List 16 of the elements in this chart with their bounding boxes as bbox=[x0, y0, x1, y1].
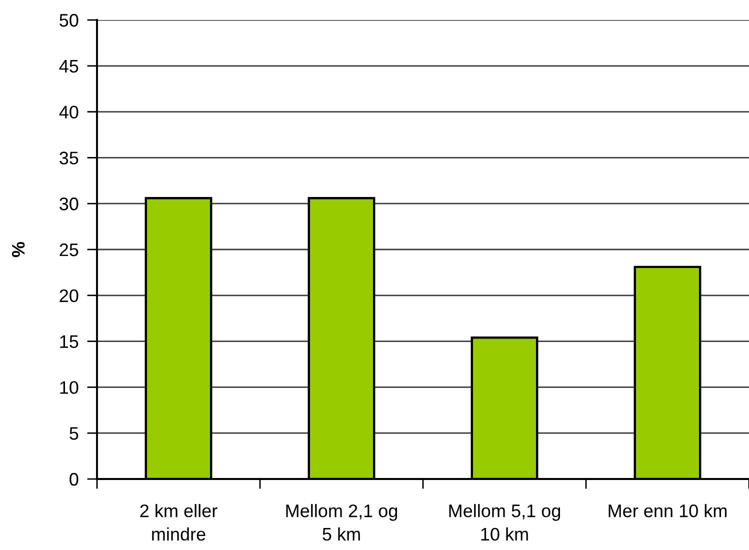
x-tick-label: Mer enn 10 km bbox=[608, 504, 727, 518]
y-tick-label: 10 bbox=[60, 381, 78, 394]
y-axis-title: % bbox=[12, 242, 25, 258]
y-tick-label: 40 bbox=[59, 106, 78, 119]
x-tick-label: 2 km eller mindre bbox=[140, 504, 218, 541]
y-tick-label: 15 bbox=[60, 335, 78, 348]
x-tick-label: Mellom 2,1 og 5 km bbox=[286, 504, 398, 541]
y-tick-label: 35 bbox=[60, 152, 78, 164]
y-tick-label: 50 bbox=[60, 14, 78, 27]
y-tick-label: 20 bbox=[60, 289, 78, 302]
x-tick-label: Mellom 5,1 og 10 km bbox=[449, 504, 560, 541]
y-tick-label: 0 bbox=[70, 472, 78, 486]
y-tick-label: 45 bbox=[59, 60, 78, 73]
y-tick-label: 25 bbox=[60, 243, 78, 256]
y-tick-label: 30 bbox=[60, 198, 78, 210]
y-tick-label: 5 bbox=[70, 427, 78, 440]
